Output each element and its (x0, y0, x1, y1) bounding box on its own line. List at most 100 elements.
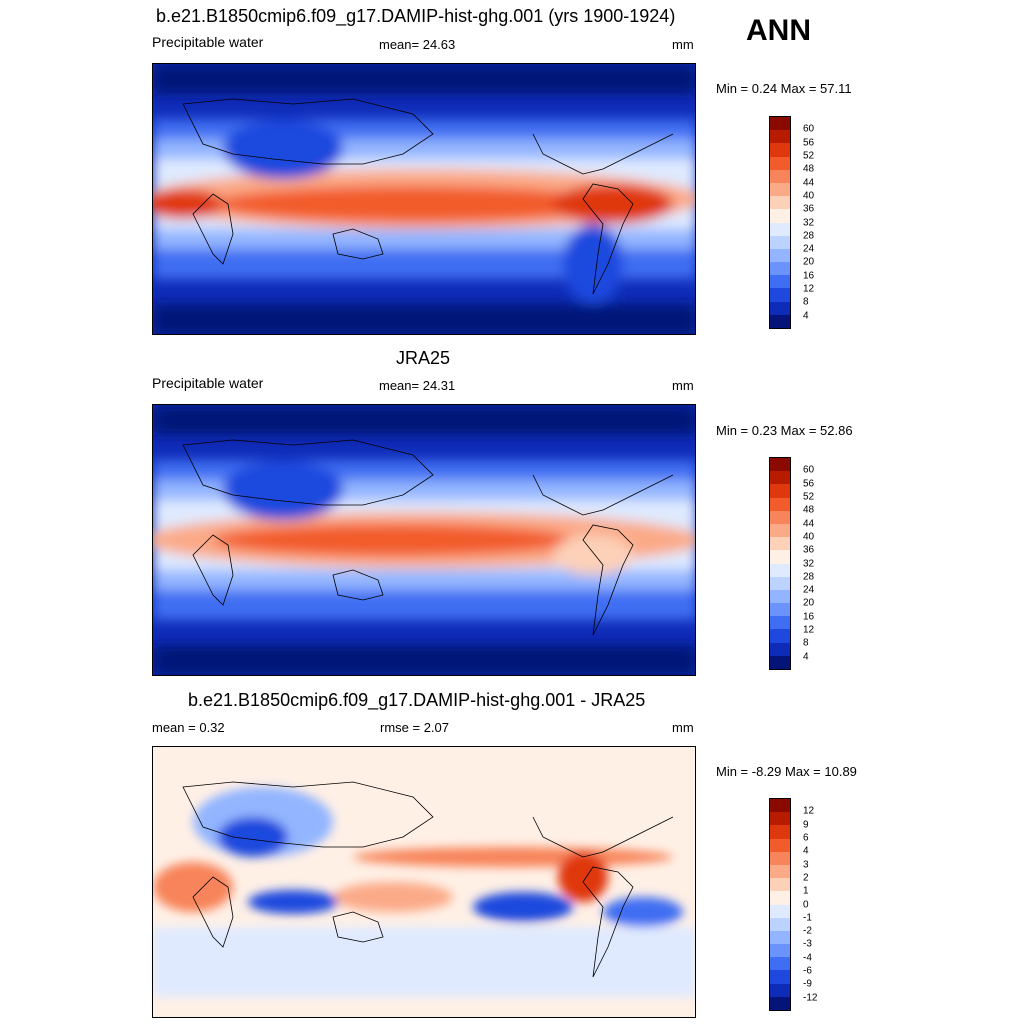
colorbar-swatch (770, 550, 790, 564)
colorbar-swatch (770, 537, 790, 551)
colorbar-swatch (770, 143, 790, 157)
colorbar-swatch (770, 130, 790, 144)
precipitable-water-model-map (153, 64, 695, 334)
colorbar-tick-label: 56 (803, 137, 815, 149)
colorbar-swatch (770, 262, 790, 276)
colorbar-tick-label: 44 (803, 177, 815, 189)
colorbar-swatch (770, 117, 790, 131)
colorbar-tick-label: 28 (803, 230, 815, 242)
colorbar-tick-label: -3 (803, 938, 812, 950)
panel-3-mean: mean = 0.32 (152, 720, 225, 735)
colorbar-tick-label: 20 (803, 256, 815, 268)
colorbar-swatch (770, 930, 790, 945)
colorbar-tick-label: -2 (803, 925, 812, 937)
colorbar-tick-label: 16 (803, 611, 815, 623)
colorbar-tick-label: 40 (803, 531, 815, 543)
panel-1-mean: mean= 24.63 (379, 37, 456, 52)
panel-1-units: mm (672, 37, 694, 52)
colorbar-tick-label: -1 (803, 912, 812, 924)
colorbar-tick-label: -4 (803, 952, 812, 964)
panel-2-minmax: Min = 0.23 Max = 52.86 (716, 423, 853, 438)
panel-1-title: b.e21.B1850cmip6.f09_g17.DAMIP-hist-ghg.… (156, 6, 676, 26)
colorbar-swatch (770, 642, 790, 656)
colorbar-swatch (770, 484, 790, 498)
colorbar-swatch (770, 523, 790, 538)
panel-2-variable: Precipitable water (152, 375, 264, 391)
colorbar-tick-label: 44 (803, 518, 815, 530)
colorbar-swatch (770, 589, 790, 604)
colorbar-tick-label: 12 (803, 805, 815, 817)
panel-1-map (152, 63, 696, 335)
colorbar-tick-label: 8 (803, 637, 809, 649)
colorbar-tick-label: -9 (803, 978, 812, 990)
colorbar-swatch (770, 222, 790, 236)
colorbar-tick-label: -12 (803, 992, 818, 1004)
colorbar-swatch (770, 156, 790, 170)
colorbar-tick-label: 48 (803, 163, 815, 175)
colorbar-swatch (770, 825, 790, 839)
colorbar-swatch (770, 196, 790, 210)
colorbar-swatch (770, 603, 790, 617)
colorbar-tick-label: 52 (803, 150, 815, 162)
colorbar-swatch (770, 235, 790, 249)
panel-1-variable: Precipitable water (152, 34, 264, 50)
panel-2-title: JRA25 (396, 348, 451, 368)
colorbar-swatch (770, 917, 790, 931)
panel-3-minmax: Min = -8.29 Max = 10.89 (716, 764, 857, 779)
colorbar-swatch (770, 497, 790, 511)
colorbar-swatch (770, 248, 790, 263)
colorbar-tick-label: 48 (803, 504, 815, 516)
precipitable-water-reanalysis-map (153, 405, 695, 675)
colorbar-tick-label: 12 (803, 624, 815, 636)
colorbar-tick-label: 9 (803, 819, 809, 831)
colorbar-swatch (770, 799, 790, 813)
colorbar-tick-label: 8 (803, 296, 809, 308)
colorbar-tick-label: 2 (803, 872, 809, 884)
colorbar-swatch (770, 288, 790, 302)
colorbar-tick-label: -6 (803, 965, 812, 977)
colorbar-swatch (770, 563, 790, 577)
colorbar-tick-label: 12 (803, 283, 815, 295)
colorbar-swatch (770, 275, 790, 289)
colorbar-swatch (770, 904, 790, 918)
colorbar-swatch (770, 471, 790, 485)
colorbar-tick-label: 52 (803, 491, 815, 503)
panel-1-colorbar (769, 116, 791, 329)
colorbar-swatch (770, 629, 790, 643)
colorbar-tick-label: 28 (803, 571, 815, 583)
colorbar-tick-label: 3 (803, 859, 809, 871)
colorbar-swatch (770, 209, 790, 223)
colorbar-swatch (770, 838, 790, 852)
colorbar-swatch (770, 812, 790, 826)
colorbar-tick-label: 60 (803, 123, 815, 135)
colorbar-swatch (770, 576, 790, 590)
colorbar-swatch (770, 314, 790, 328)
colorbar-tick-label: 60 (803, 464, 815, 476)
colorbar-tick-label: 36 (803, 544, 815, 556)
colorbar-swatch (770, 864, 790, 879)
season-label: ANN (746, 14, 811, 47)
panel-2-units: mm (672, 378, 694, 393)
colorbar-swatch (770, 878, 790, 892)
colorbar-swatch (770, 510, 790, 524)
panel-3-rmse: rmse = 2.07 (380, 720, 450, 735)
colorbar-swatch (770, 616, 790, 630)
colorbar-tick-label: 20 (803, 597, 815, 609)
panel-2-map (152, 404, 696, 676)
panel-3-colorbar (769, 798, 791, 1011)
colorbar-tick-label: 32 (803, 558, 815, 569)
colorbar-tick-label: 36 (803, 203, 815, 215)
colorbar-swatch (770, 458, 790, 472)
panel-2-mean: mean= 24.31 (379, 378, 456, 393)
panel-3-title: b.e21.B1850cmip6.f09_g17.DAMIP-hist-ghg.… (188, 690, 646, 710)
colorbar-swatch (770, 182, 790, 197)
colorbar-tick-label: 56 (803, 478, 815, 490)
colorbar-tick-label: 24 (803, 584, 815, 596)
colorbar-swatch (770, 301, 790, 315)
colorbar-tick-label: 4 (803, 845, 809, 857)
colorbar-swatch (770, 944, 790, 958)
colorbar-tick-label: 4 (803, 651, 809, 663)
colorbar-swatch (770, 970, 790, 984)
colorbar-tick-label: 40 (803, 190, 815, 202)
colorbar-tick-label: 1 (803, 885, 809, 897)
